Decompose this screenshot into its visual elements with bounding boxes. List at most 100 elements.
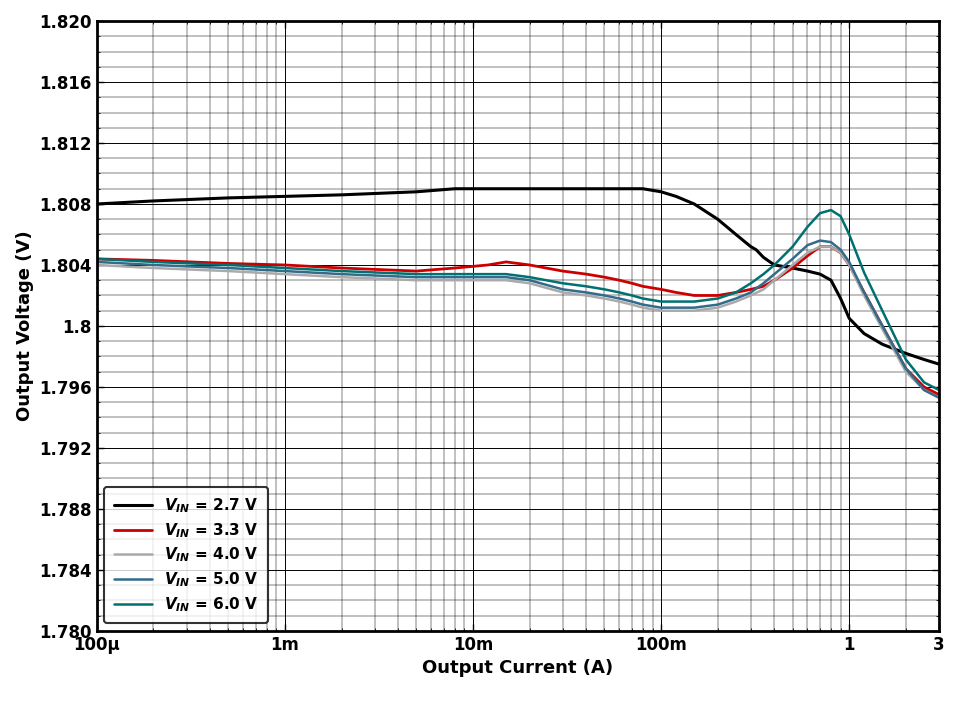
$V_{IN}$ = 6.0 V <box>933 386 945 394</box>
$V_{IN}$ = 5.0 V <box>843 258 855 266</box>
$V_{IN}$ = 4.0 V <box>758 285 770 294</box>
$V_{IN}$ = 3.3 V <box>581 270 592 278</box>
$V_{IN}$ = 2.7 V <box>730 231 741 239</box>
$V_{IN}$ = 5.0 V <box>279 267 290 275</box>
$V_{IN}$ = 3.3 V <box>614 276 625 285</box>
$V_{IN}$ = 6.0 V <box>730 288 741 297</box>
$V_{IN}$ = 5.0 V <box>802 241 813 250</box>
$V_{IN}$ = 6.0 V <box>919 378 930 386</box>
$V_{IN}$ = 2.7 V <box>557 184 568 193</box>
$V_{IN}$ = 3.3 V <box>655 285 667 294</box>
$V_{IN}$ = 3.3 V <box>745 285 757 294</box>
$V_{IN}$ = 4.0 V <box>449 276 461 285</box>
$V_{IN}$ = 5.0 V <box>581 288 592 297</box>
$V_{IN}$ = 6.0 V <box>449 270 461 278</box>
$V_{IN}$ = 3.3 V <box>877 322 889 330</box>
$V_{IN}$ = 4.0 V <box>814 243 826 251</box>
$V_{IN}$ = 6.0 V <box>598 285 610 294</box>
$V_{IN}$ = 3.3 V <box>500 258 512 266</box>
$V_{IN}$ = 3.3 V <box>147 256 159 264</box>
$V_{IN}$ = 4.0 V <box>834 249 846 257</box>
$V_{IN}$ = 5.0 V <box>637 301 649 309</box>
$V_{IN}$ = 6.0 V <box>877 306 889 315</box>
$V_{IN}$ = 6.0 V <box>410 270 422 278</box>
$V_{IN}$ = 3.3 V <box>933 390 945 399</box>
$V_{IN}$ = 5.0 V <box>814 236 826 245</box>
$V_{IN}$ = 2.7 V <box>655 188 667 196</box>
$V_{IN}$ = 5.0 V <box>769 270 780 278</box>
$V_{IN}$ = 3.3 V <box>730 288 741 297</box>
$V_{IN}$ = 6.0 V <box>557 279 568 287</box>
$V_{IN}$ = 6.0 V <box>843 231 855 239</box>
$V_{IN}$ = 2.7 V <box>614 184 625 193</box>
$V_{IN}$ = 5.0 V <box>730 294 741 303</box>
$V_{IN}$ = 6.0 V <box>745 279 757 287</box>
$V_{IN}$ = 4.0 V <box>933 393 945 402</box>
$V_{IN}$ = 4.0 V <box>581 292 592 300</box>
$V_{IN}$ = 3.3 V <box>711 292 723 300</box>
$V_{IN}$ = 6.0 V <box>336 267 348 275</box>
$V_{IN}$ = 4.0 V <box>877 325 889 333</box>
$V_{IN}$ = 3.3 V <box>843 261 855 269</box>
$V_{IN}$ = 4.0 V <box>769 276 780 285</box>
$V_{IN}$ = 5.0 V <box>688 304 700 312</box>
$V_{IN}$ = 3.3 V <box>919 383 930 391</box>
$V_{IN}$ = 6.0 V <box>482 270 494 278</box>
$V_{IN}$ = 3.3 V <box>814 243 826 251</box>
$V_{IN}$ = 4.0 V <box>802 249 813 257</box>
$V_{IN}$ = 2.7 V <box>843 314 855 322</box>
$V_{IN}$ = 5.0 V <box>825 238 836 246</box>
$V_{IN}$ = 4.0 V <box>410 276 422 285</box>
$V_{IN}$ = 5.0 V <box>557 285 568 294</box>
$V_{IN}$ = 4.0 V <box>626 301 638 309</box>
$V_{IN}$ = 2.7 V <box>626 184 638 193</box>
$V_{IN}$ = 3.3 V <box>688 292 700 300</box>
$V_{IN}$ = 3.3 V <box>336 264 348 272</box>
$V_{IN}$ = 3.3 V <box>223 259 234 268</box>
$V_{IN}$ = 3.3 V <box>482 261 494 269</box>
$V_{IN}$ = 2.7 V <box>524 184 535 193</box>
Y-axis label: Output Voltage (V): Output Voltage (V) <box>15 231 34 421</box>
$V_{IN}$ = 5.0 V <box>787 254 799 263</box>
$V_{IN}$ = 2.7 V <box>900 349 912 358</box>
$V_{IN}$ = 4.0 V <box>598 294 610 303</box>
$V_{IN}$ = 4.0 V <box>557 288 568 297</box>
$V_{IN}$ = 5.0 V <box>598 292 610 300</box>
$V_{IN}$ = 3.3 V <box>802 252 813 260</box>
$V_{IN}$ = 6.0 V <box>825 206 836 215</box>
$V_{IN}$ = 2.7 V <box>336 191 348 199</box>
Legend: $V_{IN}$ = 2.7 V, $V_{IN}$ = 3.3 V, $V_{IN}$ = 4.0 V, $V_{IN}$ = 5.0 V, $V_{IN}$: $V_{IN}$ = 2.7 V, $V_{IN}$ = 3.3 V, $V_{… <box>105 487 268 623</box>
$V_{IN}$ = 4.0 V <box>745 292 757 300</box>
$V_{IN}$ = 6.0 V <box>787 243 799 251</box>
$V_{IN}$ = 4.0 V <box>859 292 870 300</box>
$V_{IN}$ = 2.7 V <box>670 192 681 200</box>
$V_{IN}$ = 2.7 V <box>598 184 610 193</box>
$V_{IN}$ = 5.0 V <box>877 322 889 330</box>
$V_{IN}$ = 2.7 V <box>223 193 234 202</box>
$V_{IN}$ = 2.7 V <box>787 264 799 272</box>
$V_{IN}$ = 3.3 V <box>91 254 103 263</box>
$V_{IN}$ = 3.3 V <box>279 261 290 269</box>
$V_{IN}$ = 2.7 V <box>919 355 930 364</box>
$V_{IN}$ = 2.7 V <box>482 184 494 193</box>
$V_{IN}$ = 3.3 V <box>626 279 638 287</box>
$V_{IN}$ = 5.0 V <box>758 279 770 287</box>
Line: $V_{IN}$ = 6.0 V: $V_{IN}$ = 6.0 V <box>97 210 939 390</box>
$V_{IN}$ = 4.0 V <box>637 304 649 312</box>
$V_{IN}$ = 4.0 V <box>500 276 512 285</box>
$V_{IN}$ = 5.0 V <box>614 294 625 303</box>
$V_{IN}$ = 3.3 V <box>769 276 780 285</box>
$V_{IN}$ = 5.0 V <box>91 258 103 266</box>
$V_{IN}$ = 5.0 V <box>147 261 159 269</box>
$V_{IN}$ = 2.7 V <box>740 238 751 246</box>
$V_{IN}$ = 4.0 V <box>843 261 855 269</box>
$V_{IN}$ = 3.3 V <box>524 261 535 269</box>
$V_{IN}$ = 6.0 V <box>614 288 625 297</box>
Line: $V_{IN}$ = 2.7 V: $V_{IN}$ = 2.7 V <box>97 189 939 364</box>
$V_{IN}$ = 5.0 V <box>626 297 638 306</box>
$V_{IN}$ = 3.3 V <box>670 288 681 297</box>
$V_{IN}$ = 5.0 V <box>410 273 422 281</box>
$V_{IN}$ = 2.7 V <box>825 276 836 285</box>
$V_{IN}$ = 3.3 V <box>834 249 846 257</box>
$V_{IN}$ = 5.0 V <box>336 270 348 278</box>
